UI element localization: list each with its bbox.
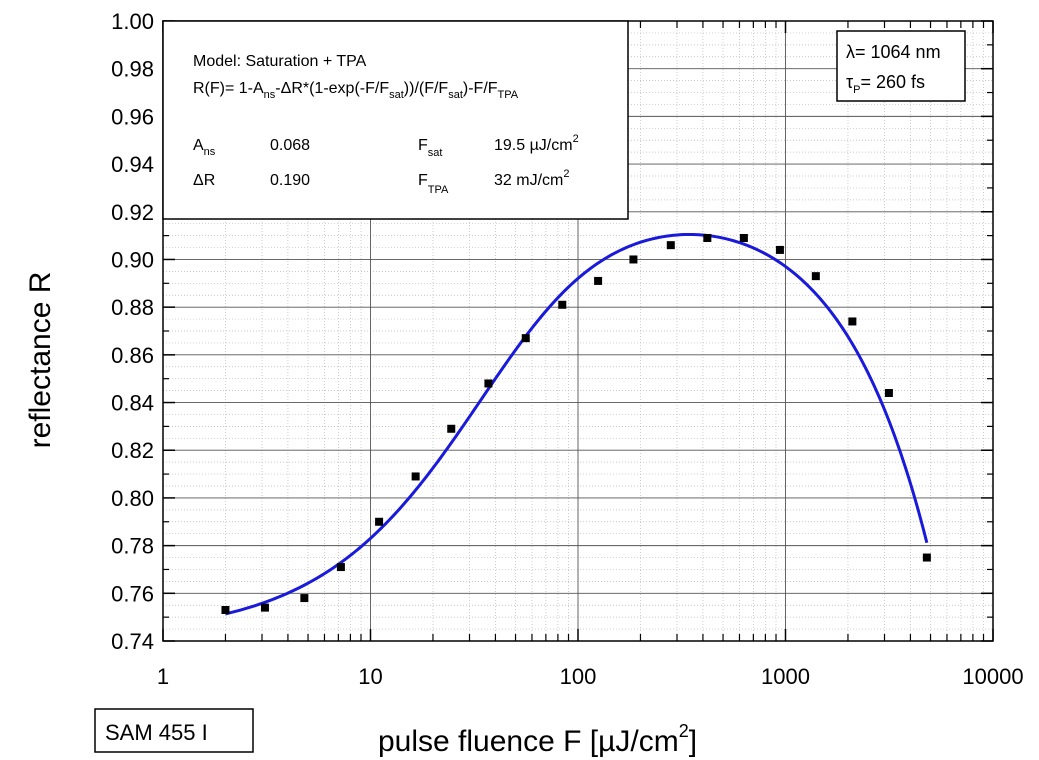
formula-text: )-F/F — [463, 80, 498, 97]
tau-sub: P — [853, 84, 860, 96]
x-axis-title-main: pulse fluence F [µJ/cm — [378, 725, 679, 758]
data-point — [336, 563, 345, 572]
param-fsat-value: 19.5 µJ/cm2 — [494, 133, 579, 154]
y-tick-label: 0.96 — [111, 104, 154, 129]
param-ftpa-value: 32 mJ/cm2 — [494, 168, 569, 189]
data-point — [484, 379, 493, 388]
x-axis-title: pulse fluence F [µJ/cm2] — [378, 721, 697, 758]
y-axis-title: reflectance R — [24, 272, 57, 449]
pulse-duration-label: τP= 260 fs — [846, 72, 925, 96]
data-point — [629, 255, 638, 264]
param-fsat-number: 19.5 µJ/cm — [494, 137, 573, 154]
model-box-frame — [162, 20, 629, 220]
param-ans-symbol: A — [193, 137, 204, 154]
formula-subscript: sat — [389, 89, 404, 101]
y-tick-label: 0.98 — [111, 57, 154, 82]
x-tick-label: 1 — [157, 664, 169, 689]
sample-label: SAM 455 I — [105, 720, 208, 745]
data-point — [594, 276, 603, 285]
pulse-duration-value: = 260 fs — [860, 72, 925, 92]
param-fsat-name: Fsat — [418, 137, 442, 159]
data-point — [375, 517, 384, 526]
formula-text: R(F)= 1-A — [193, 80, 264, 97]
data-point — [739, 234, 748, 242]
data-point — [848, 317, 857, 326]
x-tick-label: 1000 — [761, 664, 810, 689]
formula-text: -ΔR*(1-exp(-F/F — [275, 80, 389, 97]
x-axis-title-sup: 2 — [679, 721, 689, 741]
sample-label-frame — [94, 708, 254, 753]
y-tick-label: 0.82 — [111, 438, 154, 463]
wavelength-label: λ= 1064 nm — [846, 42, 941, 62]
formula-subscript: TPA — [498, 89, 519, 101]
y-tick-label: 0.84 — [111, 391, 154, 416]
data-point — [221, 606, 230, 614]
param-ans-name: Ans — [193, 137, 216, 158]
data-point — [775, 245, 784, 254]
data-point — [447, 424, 456, 433]
y-tick-labels: 0.74 0.76 0.78 0.80 0.82 0.84 0.86 0.88 0.90 0.92… — [111, 9, 154, 654]
param-ans-value: 0.068 — [270, 137, 310, 154]
data-point — [558, 300, 567, 309]
formula-subscript: ns — [264, 89, 276, 101]
y-tick-label: 0.90 — [111, 247, 154, 272]
formula-subscript: sat — [448, 89, 463, 101]
data-point — [811, 272, 820, 281]
data-point — [411, 472, 420, 481]
data-point — [521, 334, 530, 343]
y-tick-label: 0.74 — [111, 629, 154, 654]
y-tick-label: 0.94 — [111, 152, 154, 177]
param-ftpa-sup: 2 — [563, 168, 569, 180]
y-tick-label: 0.86 — [111, 343, 154, 368]
param-dr-name: ΔR — [193, 172, 215, 189]
y-tick-label: 0.92 — [111, 200, 154, 225]
y-tick-label: 0.76 — [111, 581, 154, 606]
data-point — [300, 594, 309, 603]
param-ftpa-number: 32 mJ/cm — [494, 172, 563, 189]
data-point — [260, 603, 269, 612]
data-point — [922, 553, 931, 562]
x-tick-label: 100 — [560, 664, 597, 689]
model-title: Model: Saturation + TPA — [193, 53, 367, 70]
x-tick-label: 10000 — [962, 664, 1023, 689]
x-tick-label: 10 — [358, 664, 382, 689]
param-fsat-sub: sat — [428, 147, 443, 159]
param-fsat-symbol: F — [418, 137, 428, 154]
y-tick-label: 1.00 — [111, 9, 154, 34]
y-tick-label: 0.80 — [111, 486, 154, 511]
sample-label-box: SAM 455 I — [94, 708, 254, 753]
data-point — [666, 241, 675, 250]
param-ans-sub: ns — [204, 146, 216, 158]
param-ftpa-sub: TPA — [428, 184, 449, 196]
param-ftpa-symbol: F — [418, 172, 428, 189]
formula-text: ))/(F/F — [404, 80, 449, 97]
x-axis-title-end: ] — [689, 725, 697, 758]
model-box: Model: Saturation + TPA R(F)= 1-Ans-ΔR*(… — [162, 20, 629, 220]
fit-curve — [225, 232, 929, 616]
y-tick-label: 0.88 — [111, 295, 154, 320]
x-tick-labels: 1 10 100 1000 10000 — [157, 664, 1024, 689]
laser-param-box: λ= 1064 nm τP= 260 fs — [836, 30, 966, 102]
data-points — [221, 234, 931, 614]
param-ftpa-name: FTPA — [418, 172, 449, 196]
y-tick-label: 0.78 — [111, 534, 154, 559]
param-dr-value: 0.190 — [270, 172, 310, 189]
tau-symbol: τ — [846, 72, 853, 92]
param-fsat-sup: 2 — [573, 133, 579, 145]
data-point — [703, 234, 712, 242]
model-formula: R(F)= 1-Ans-ΔR*(1-exp(-F/Fsat))/(F/Fsat)… — [193, 80, 519, 101]
data-point — [884, 389, 893, 397]
laser-param-frame — [836, 30, 966, 102]
